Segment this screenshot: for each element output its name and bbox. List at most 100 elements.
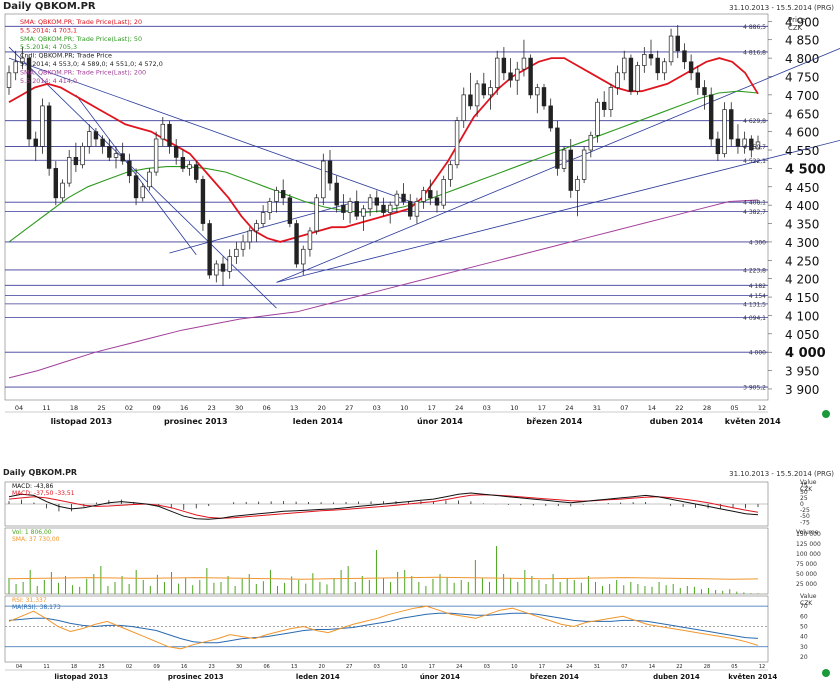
candle-body xyxy=(274,190,279,202)
price-tick-label: 4 900 xyxy=(785,15,819,29)
legend-entry: 5.5.2014; 4 414,0 xyxy=(20,77,77,85)
text-layer: 3 900 3 950 4 000 4 050 4 100 4 150 4 200 4 250… xyxy=(12,15,830,681)
candle-body xyxy=(608,87,614,110)
candle-body xyxy=(153,138,159,173)
macd-tick-label: 0 xyxy=(800,501,804,508)
candle-body xyxy=(207,223,212,276)
date-tick-label: 05 xyxy=(730,404,738,412)
candle-body xyxy=(448,164,453,180)
date-tick-label: 17 xyxy=(538,404,546,412)
candle-body xyxy=(749,138,754,151)
candle-body xyxy=(622,57,627,74)
bottom-date-tick-label: 25 xyxy=(98,664,104,670)
bottom-date-tick-label: 18 xyxy=(71,664,77,670)
candle-body xyxy=(688,61,694,74)
support-resistance-label: 4 629,8 xyxy=(743,118,766,125)
month-label: leden 2014 xyxy=(293,417,344,426)
candle-body xyxy=(461,94,466,121)
date-tick-label: 04 xyxy=(15,404,23,412)
bottom-date-tick-label: 03 xyxy=(484,664,490,670)
candle-body xyxy=(588,134,594,151)
candle-body xyxy=(173,145,179,158)
rsi-tick-label: 60 xyxy=(800,613,808,620)
date-tick-label: 22 xyxy=(675,404,683,412)
month-label: listopad 2013 xyxy=(51,417,112,426)
candle-body xyxy=(434,197,440,206)
legend-entry: SMA: QBKOM.PR; Trade Price(Last); 200 xyxy=(20,68,146,76)
support-resistance-label: 4 522,1 xyxy=(743,158,766,165)
bottom-month-label: únor 2014 xyxy=(420,673,460,681)
rsi-tick-label: 70 xyxy=(800,603,808,610)
candle-body xyxy=(488,87,493,96)
month-label: květen 2014 xyxy=(725,416,781,426)
candle-body xyxy=(13,61,18,74)
macd-tick-label: -75 xyxy=(800,519,810,526)
sub-chart-header: Daily QBKOM.PR 31.10.2013 - 15.5.2014 (P… xyxy=(0,468,840,480)
support-resistance-label: 4 559,7 xyxy=(743,144,766,151)
volume-sma-legend: SMA: 37 730,00 xyxy=(12,536,60,543)
month-label: prosinec 2013 xyxy=(164,417,228,426)
date-tick-label: 16 xyxy=(180,404,188,412)
candle-body xyxy=(347,201,353,213)
candle-body xyxy=(635,65,640,92)
candle-body xyxy=(682,50,687,63)
bottom-month-label: květen 2014 xyxy=(728,673,777,681)
grid-layer xyxy=(4,13,772,671)
bottom-date-tick-label: 03 xyxy=(374,664,380,670)
trendline xyxy=(8,57,411,202)
bottom-date-tick-label: 17 xyxy=(539,664,545,670)
volume-frame xyxy=(4,527,769,595)
rsi-ma-legend: MA(RSI): 38,173 xyxy=(12,604,61,611)
candle-body xyxy=(133,175,139,199)
price-tick-label: 4 700 xyxy=(785,89,819,103)
sma20-line xyxy=(8,57,759,243)
support-resistance-label: 4 094,1 xyxy=(743,315,766,322)
candle-body xyxy=(66,157,72,184)
date-tick-label: 02 xyxy=(125,404,133,412)
status-dot-bottom xyxy=(822,669,830,677)
trendline xyxy=(276,47,840,283)
bottom-date-tick-label: 02 xyxy=(126,664,132,670)
rsi-legend: RSI: 31,337 xyxy=(12,597,47,604)
candle-body xyxy=(494,57,500,88)
candle-body xyxy=(314,197,319,232)
price-tick-label: 4 250 xyxy=(785,254,819,268)
candle-body xyxy=(167,123,172,147)
price-tick-label: 4 050 xyxy=(785,328,819,342)
macd-tick-label: 75 xyxy=(800,483,808,490)
price-tick-label: 4 650 xyxy=(785,107,819,121)
candle-body xyxy=(735,138,741,147)
rsi-axis-title: Value xyxy=(800,593,817,600)
candle-body xyxy=(361,208,366,217)
support-resistance-label: 4 408,1 xyxy=(743,200,766,207)
candle-body xyxy=(628,57,634,92)
macd-legend: MACD: -43,86 xyxy=(12,483,53,490)
macd-tick-label: -25 xyxy=(800,507,810,514)
candle-body xyxy=(327,160,333,184)
candle-body xyxy=(581,149,587,180)
candle-body xyxy=(234,248,239,257)
sub-chart-title: Daily QBKOM.PR xyxy=(3,468,78,477)
price-panel xyxy=(5,25,840,388)
date-tick-label: 12 xyxy=(758,404,766,412)
bottom-month-label: březen 2014 xyxy=(530,673,579,681)
bottom-date-tick-label: 24 xyxy=(456,664,462,670)
macd-axis-title: Value xyxy=(800,479,817,486)
support-resistance-label: 4 382,7 xyxy=(743,209,766,216)
candle-body xyxy=(140,186,145,199)
candle-body xyxy=(742,138,747,147)
candle-body xyxy=(247,230,252,243)
candle-body xyxy=(648,54,654,59)
trendline xyxy=(8,46,277,309)
candle-body xyxy=(107,145,112,158)
candle-body xyxy=(508,72,513,81)
bottom-date-tick-label: 23 xyxy=(208,664,214,670)
status-dot xyxy=(822,410,830,418)
candle-body xyxy=(87,131,92,147)
price-tick-label: 4 600 xyxy=(785,126,819,140)
candle-body xyxy=(474,83,480,107)
candle-body xyxy=(421,190,426,202)
candle-body xyxy=(240,241,246,250)
support-resistance-label: 3 905,2 xyxy=(743,385,766,392)
